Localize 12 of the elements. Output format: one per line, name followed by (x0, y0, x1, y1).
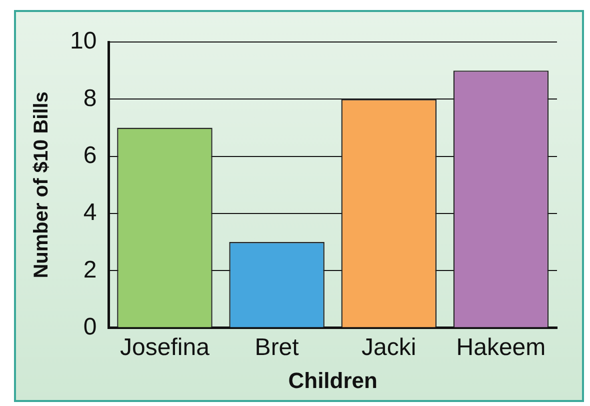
y-tick-label: 6 (83, 142, 97, 169)
x-axis-title: Children (288, 368, 378, 393)
x-tick-label: Josefina (120, 334, 210, 361)
y-tick-label: 4 (83, 199, 97, 226)
y-axis-title: Number of $10 Bills (30, 92, 53, 278)
y-tick-label: 10 (70, 28, 97, 55)
y-tick-label: 8 (83, 84, 97, 112)
x-tick-label: Bret (254, 334, 300, 361)
y-tick-label: 0 (83, 313, 97, 340)
x-tick-label: Jacki (362, 334, 416, 361)
x-tick-label: Hakeem (456, 334, 546, 361)
y-tick-label: 2 (83, 256, 97, 284)
